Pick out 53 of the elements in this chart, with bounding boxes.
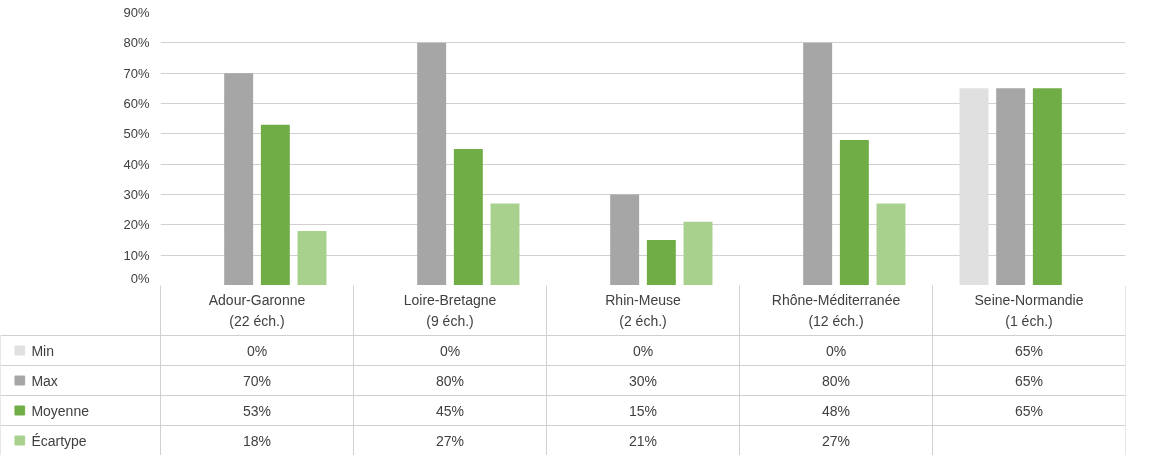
- legend-label: Min: [31, 342, 54, 359]
- data-label: 80%: [821, 372, 851, 389]
- data-label: 80%: [435, 372, 465, 389]
- data-label: 0%: [825, 342, 847, 359]
- y-tick-label: 10%: [123, 247, 150, 263]
- bar: [260, 124, 290, 285]
- x-tick-label: Adour-Garonne (22 éch.): [208, 292, 306, 329]
- bar: [683, 221, 713, 285]
- data-label: 70%: [242, 372, 272, 389]
- y-tick-label: 60%: [123, 96, 150, 111]
- legend-label: Moyenne: [31, 402, 90, 419]
- y-tick-label: 40%: [123, 156, 150, 172]
- legend-label: Écartype: [31, 432, 87, 449]
- data-label: 65%: [1014, 342, 1044, 359]
- y-tick-label: 0%: [130, 270, 150, 286]
- data-label: 18%: [242, 432, 272, 449]
- y-tick-label: 80%: [123, 35, 150, 51]
- x-tick-label: Rhin-Meuse (2 éch.): [605, 292, 681, 329]
- y-tick-label: 50%: [123, 126, 150, 142]
- data-label: 45%: [435, 402, 465, 419]
- data-label: 0%: [439, 342, 461, 359]
- data-label: 65%: [1014, 402, 1044, 419]
- data-label: 21%: [628, 432, 658, 449]
- x-tick-label: Seine-Normandie (1 éch.): [974, 292, 1084, 329]
- y-tick-label: 90%: [123, 5, 150, 20]
- y-tick-label: 30%: [123, 187, 150, 202]
- data-label: 15%: [628, 402, 658, 419]
- bar: [297, 230, 327, 285]
- bar: [646, 240, 676, 285]
- bar: [224, 73, 254, 285]
- x-tick-label: Loire-Bretagne (9 éch.): [403, 292, 497, 329]
- bar: [1032, 88, 1062, 285]
- data-label: 48%: [821, 402, 851, 419]
- data-label: 27%: [435, 432, 465, 449]
- legend-label: Max: [31, 372, 58, 389]
- bar: [453, 149, 483, 285]
- x-tick-label: Rhône-Méditerranée (12 éch.): [771, 292, 901, 329]
- bar: [417, 42, 447, 285]
- y-tick-label: 70%: [123, 65, 150, 81]
- data-label: 0%: [246, 342, 268, 359]
- bar: [839, 139, 869, 285]
- y-tick-label: 20%: [123, 217, 150, 233]
- bar: [876, 203, 906, 285]
- bar: [959, 88, 989, 285]
- data-label: 27%: [821, 432, 851, 449]
- bar: [803, 42, 833, 285]
- data-label: 65%: [1014, 372, 1044, 389]
- data-label: 53%: [242, 402, 272, 419]
- bar: [490, 203, 520, 285]
- data-label: 0%: [632, 342, 654, 359]
- bar: [996, 88, 1026, 285]
- data-label: 30%: [628, 372, 658, 389]
- bar: [610, 194, 640, 285]
